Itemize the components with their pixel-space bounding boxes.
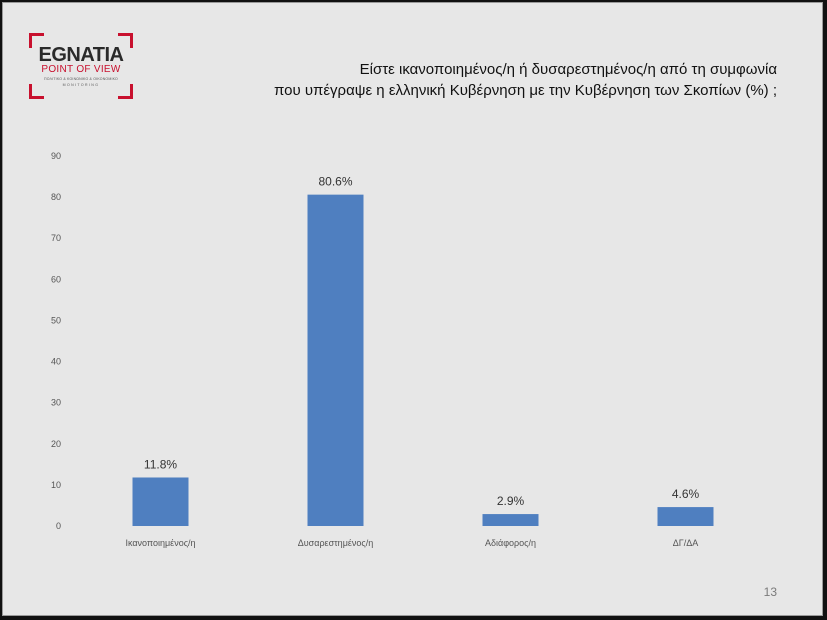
y-tick-label: 80 <box>51 192 61 202</box>
egnatia-logo: EGNATIA POINT OF VIEW ΠΟΛΙΤΙΚΟ & ΚΟΙΝΩΝΙ… <box>29 33 133 99</box>
x-category-label: Ικανοποιημένος/η <box>125 538 195 548</box>
logo-corner-top-right <box>118 33 133 48</box>
data-label: 11.8% <box>144 457 177 471</box>
bar <box>482 514 539 526</box>
bar <box>132 477 189 526</box>
y-tick-label: 30 <box>51 398 61 408</box>
logo-corner-bottom-right <box>118 84 133 99</box>
chart-title-line-2: που υπέγραψε η ελληνική Κυβέρνηση με την… <box>273 82 777 99</box>
y-tick-label: 50 <box>51 315 61 325</box>
logo-corner-top-left <box>29 33 44 48</box>
data-label: 2.9% <box>497 494 525 508</box>
logo-corner-bottom-left <box>29 84 44 99</box>
x-category-label: ΔΓ/ΔΑ <box>673 538 698 548</box>
y-tick-label: 0 <box>56 521 61 531</box>
logo-subtitle: POINT OF VIEW <box>41 64 121 75</box>
y-tick-label: 20 <box>51 439 61 449</box>
page-number: 13 <box>763 585 777 599</box>
bar <box>657 507 714 526</box>
x-category-label: Δυσαρεστημένος/η <box>298 538 374 548</box>
logo-monitoring: MONITORING <box>62 83 100 87</box>
data-label: 80.6% <box>318 175 352 189</box>
data-label: 4.6% <box>672 487 700 501</box>
y-tick-label: 10 <box>51 480 61 490</box>
chart-title: Είστε ικανοποιημένος/η ή δυσαρεστημένος/… <box>177 59 777 101</box>
x-category-label: Αδιάφορος/η <box>485 538 536 548</box>
y-tick-label: 70 <box>51 233 61 243</box>
chart-title-line-1: Είστε ικανοποιημένος/η ή δυσαρεστημένος/… <box>359 61 777 78</box>
logo-brand: EGNATIA <box>38 44 124 66</box>
logo-tagline: ΠΟΛΙΤΙΚΟ & ΚΟΙΝΩΝΙΚΟ & ΟΙΚΟΝΟΜΙΚΟ <box>44 77 118 81</box>
y-tick-label: 60 <box>51 274 61 284</box>
y-tick-label: 90 <box>51 151 61 161</box>
y-tick-label: 40 <box>51 357 61 367</box>
bar <box>307 194 364 526</box>
